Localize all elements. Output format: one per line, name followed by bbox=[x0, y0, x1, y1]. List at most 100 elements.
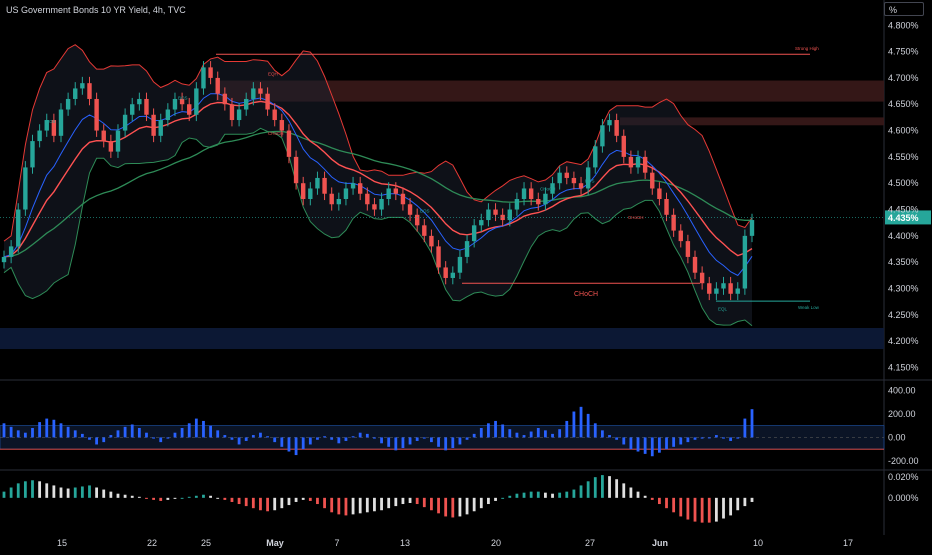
oscillator-bar bbox=[722, 437, 725, 439]
histogram-bar bbox=[515, 493, 519, 498]
oscillator-bar bbox=[387, 437, 391, 447]
oscillator-bar bbox=[80, 433, 84, 438]
histogram-bar bbox=[323, 497, 326, 509]
oscillator-bar bbox=[66, 426, 70, 438]
histogram-bar bbox=[650, 497, 654, 500]
oscillator-bar bbox=[337, 437, 341, 444]
histogram-bar bbox=[9, 487, 13, 498]
candle-body bbox=[479, 220, 484, 226]
oscillator-bar bbox=[430, 437, 433, 443]
histogram-bar bbox=[365, 497, 369, 513]
price-tick-label: 4.150% bbox=[888, 362, 919, 372]
candle-body bbox=[550, 183, 555, 194]
oscillator-bar bbox=[280, 437, 284, 447]
oscillator-bar bbox=[95, 437, 99, 445]
candle-body bbox=[58, 109, 64, 136]
candle-body bbox=[130, 104, 135, 115]
histogram-bar bbox=[679, 497, 683, 517]
price-tick-label: 4.450% bbox=[888, 205, 919, 215]
histogram-bar bbox=[130, 495, 134, 498]
histogram-bar bbox=[558, 492, 562, 498]
candle-body bbox=[443, 267, 448, 278]
oscillator-bar bbox=[636, 437, 640, 452]
candle-body bbox=[742, 235, 748, 289]
candle-body bbox=[557, 172, 562, 184]
oscillator-bar bbox=[458, 437, 462, 445]
time-tick-label: 15 bbox=[57, 538, 67, 548]
time-tick-label: May bbox=[266, 538, 284, 548]
last-price-label: 4.435% bbox=[888, 213, 919, 223]
oscillator-bar bbox=[558, 429, 562, 438]
histogram-bar bbox=[408, 497, 412, 503]
histogram-bar bbox=[45, 483, 49, 498]
histogram-bar bbox=[672, 497, 676, 513]
price-tick-label: 4.400% bbox=[888, 231, 919, 241]
oscillator-bar bbox=[629, 437, 633, 450]
unit-toggle-button[interactable]: % bbox=[884, 2, 924, 16]
oscillator-bar bbox=[109, 435, 113, 438]
histogram-bar bbox=[88, 485, 91, 498]
candle-body bbox=[379, 199, 384, 210]
histogram-bar bbox=[750, 497, 754, 502]
ma-layer bbox=[3, 93, 753, 277]
histogram-bar bbox=[216, 497, 220, 499]
histogram-bar bbox=[116, 493, 120, 498]
histogram-bar bbox=[608, 476, 611, 498]
oscillator-tick-label: -200.00 bbox=[888, 456, 919, 466]
histogram-bar bbox=[358, 497, 362, 514]
oscillator-bar bbox=[202, 420, 205, 438]
mid-moving-average-line bbox=[3, 93, 753, 277]
oscillator-bar bbox=[529, 431, 533, 438]
oscillator-bar bbox=[643, 437, 647, 454]
price-tick-label: 4.600% bbox=[888, 126, 919, 136]
oscillator-bar bbox=[230, 437, 234, 440]
oscillator-bar bbox=[736, 437, 740, 439]
time-tick-label: 20 bbox=[491, 538, 501, 548]
oscillator-bar bbox=[52, 419, 56, 438]
candle-body bbox=[44, 120, 49, 131]
histogram-bar bbox=[180, 497, 184, 499]
histogram-bar bbox=[487, 497, 490, 505]
oscillator-tick-label: 0.00 bbox=[888, 432, 906, 442]
histogram-tick-label: 0.000% bbox=[888, 493, 919, 503]
histogram-bar bbox=[544, 492, 547, 498]
oscillator-bar bbox=[38, 422, 42, 438]
candle-body bbox=[657, 188, 662, 199]
histogram-bar bbox=[579, 485, 583, 498]
histogram-bar bbox=[707, 497, 711, 523]
candle-body bbox=[450, 272, 455, 278]
candle-body bbox=[664, 199, 669, 215]
oscillator-bar bbox=[750, 409, 754, 438]
histogram-bar bbox=[244, 497, 248, 507]
histogram-bar bbox=[80, 486, 84, 498]
histogram-bar bbox=[102, 489, 106, 498]
oscillator-bar bbox=[194, 418, 198, 438]
candle-body bbox=[315, 177, 320, 189]
candle-body bbox=[685, 241, 691, 257]
candle-body bbox=[728, 283, 733, 294]
candle-body bbox=[400, 193, 406, 205]
histogram-bar bbox=[152, 497, 155, 500]
histogram-bar bbox=[95, 487, 99, 498]
candle-body bbox=[614, 120, 619, 136]
candle-body bbox=[564, 172, 569, 178]
oscillator-bar bbox=[650, 437, 654, 457]
histogram-bar bbox=[202, 494, 205, 498]
histogram-bar bbox=[2, 491, 6, 498]
candle-body bbox=[286, 130, 292, 157]
oscillator-bar bbox=[237, 437, 241, 445]
histogram-bar bbox=[173, 497, 177, 499]
slow-moving-average-line bbox=[3, 130, 752, 258]
oscillator-bar bbox=[686, 437, 690, 443]
price-tick-label: 4.750% bbox=[888, 47, 919, 57]
demand-zone bbox=[0, 327, 884, 350]
candle-body bbox=[30, 141, 35, 168]
candle-body bbox=[122, 114, 128, 131]
candle-body bbox=[372, 204, 377, 210]
oscillator-bar bbox=[16, 430, 20, 438]
candle-body bbox=[543, 193, 548, 205]
candle-layer bbox=[1, 61, 755, 301]
time-axis: 15 22 25 May 7 13 20 27 Jun 10 17 bbox=[57, 538, 853, 548]
histogram-bar bbox=[351, 497, 355, 515]
